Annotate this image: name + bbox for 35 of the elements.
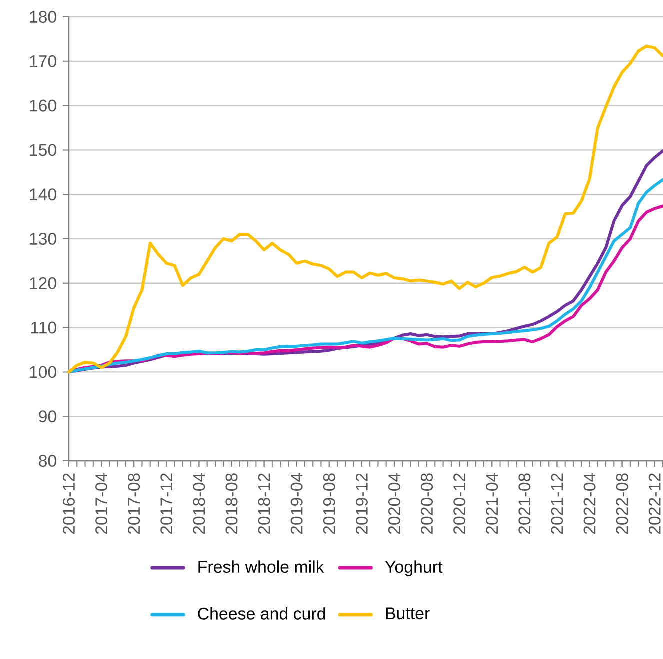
legend-label: Fresh whole milk	[198, 560, 324, 574]
x-tick-label: 2022-04	[584, 473, 596, 534]
y-tick-label: 170	[30, 55, 56, 68]
x-tick-label: 2017-04	[96, 473, 108, 534]
x-tick-label: 2018-08	[226, 474, 238, 534]
y-tick-label: 100	[30, 366, 56, 378]
x-tick-label: 2016-12	[63, 474, 76, 534]
y-tick-label: 150	[30, 144, 56, 156]
y-tick-label: 110	[31, 322, 56, 334]
y-tick-label: 160	[30, 100, 56, 112]
y-tick-label: 140	[30, 188, 56, 201]
x-tick-label: 2017-12	[160, 474, 173, 534]
x-tick-label: 2021-04	[486, 473, 498, 534]
x-tick-label: 2019-08	[323, 474, 336, 534]
legend-label: Butter	[386, 608, 430, 620]
x-tick-label: 2022-12	[648, 474, 661, 534]
y-tick-label: 80	[39, 455, 56, 467]
x-tick-label: 2018-04	[193, 473, 206, 534]
x-tick-label: 2020-08	[421, 474, 434, 534]
line-series	[68, 44, 663, 374]
x-tick-label: 2020-04	[388, 473, 400, 534]
y-tick-label: 120	[30, 277, 56, 290]
x-tick-label: 2021-08	[518, 474, 531, 534]
x-tick-label: 2018-12	[258, 474, 270, 534]
x-tick-label: 2019-04	[290, 473, 303, 534]
y-tick-label: 180	[30, 10, 56, 23]
x-tick-label: 2017-08	[128, 474, 140, 534]
x-tick-label: 2020-12	[454, 474, 466, 534]
x-tick-label: 2021-12	[551, 474, 564, 534]
x-tick-label: 2019-12	[356, 474, 368, 534]
y-tick-label: 130	[30, 233, 56, 245]
y-tick-label: 90	[39, 410, 56, 423]
x-tick-label: 2022-08	[616, 474, 628, 534]
legend-label: Cheese and curd	[198, 607, 326, 620]
legend-label: Yoghurt	[385, 560, 443, 576]
